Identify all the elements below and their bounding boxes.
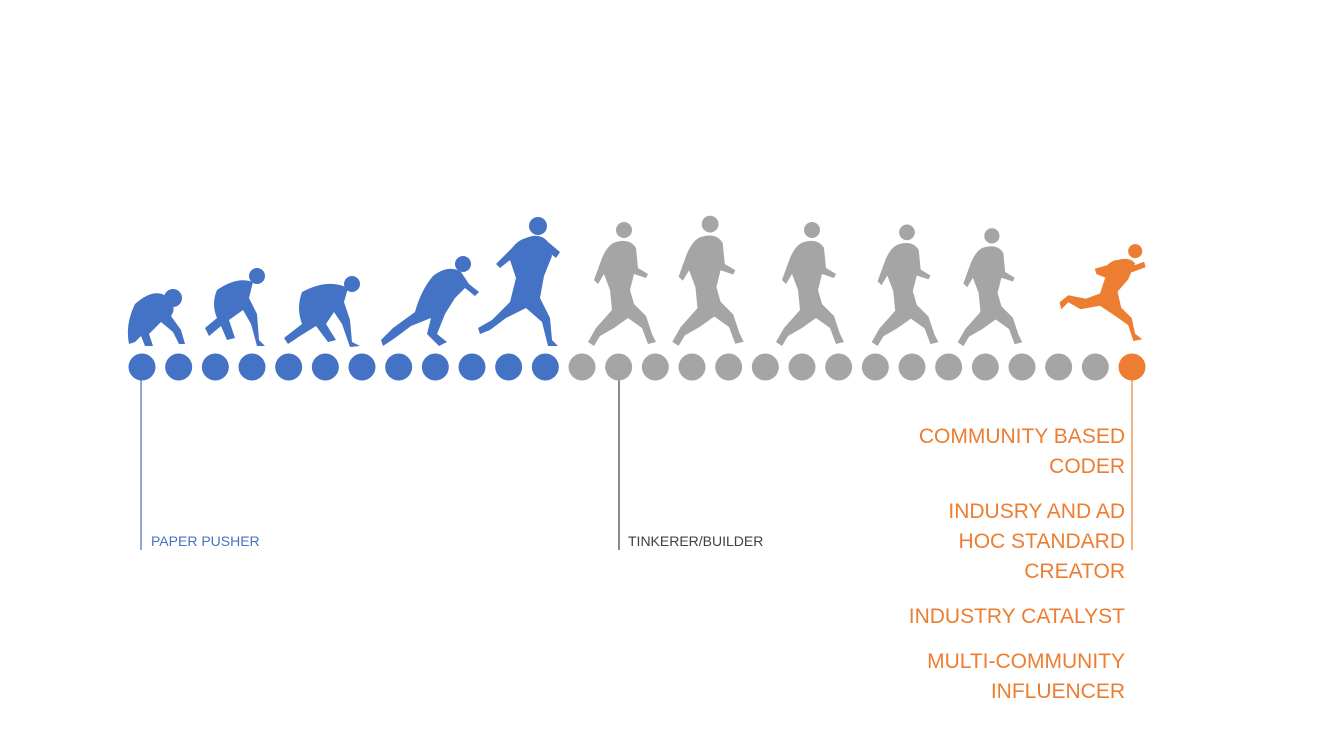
runner-figure-blue [127, 289, 185, 346]
paper-pusher-label: PAPER PUSHER [151, 533, 260, 549]
runner-figure-gray [672, 215, 744, 346]
figures-row [127, 215, 1146, 347]
runner-figure-gray [588, 222, 656, 346]
timeline-dot [788, 353, 816, 381]
top-level-milestone: COMMUNITY BASED CODER [918, 425, 1125, 478]
runner-figure-blue [205, 268, 265, 346]
timeline-dot [1118, 353, 1146, 381]
top-level-milestone: INDUSRY AND AD HOC STANDARD CREATOR [948, 500, 1125, 583]
top-level-milestone-list: COMMUNITY BASED CODER INDUSRY AND AD HOC … [865, 422, 1125, 722]
timeline-dots [128, 353, 1146, 381]
timeline-dot [971, 353, 999, 381]
timeline-dot [458, 353, 486, 381]
milestone-lines [140, 375, 1133, 550]
timeline-dot [238, 353, 266, 381]
timeline-dot [641, 353, 669, 381]
timeline-dot [1008, 353, 1036, 381]
timeline-dot [275, 353, 303, 381]
timeline-dot [935, 353, 963, 381]
timeline-dot [605, 353, 633, 381]
timeline-dot [825, 353, 853, 381]
timeline-dot [715, 353, 743, 381]
runner-figure-blue [381, 256, 479, 346]
top-level-milestone: INDUSTRY CATALYST [908, 605, 1125, 628]
runner-figure-gray [776, 222, 844, 346]
timeline-dot [128, 353, 156, 381]
timeline-dot [531, 353, 559, 381]
timeline-dot [678, 353, 706, 381]
timeline-dot [568, 353, 596, 381]
runner-figure-gray [871, 224, 939, 347]
timeline-dot [311, 353, 339, 381]
timeline-dot [348, 353, 376, 381]
timeline-dot [495, 353, 523, 381]
top-level-milestone: MULTI-COMMUNITY INFLUENCER [927, 650, 1125, 703]
runner-figure-orange [1059, 244, 1146, 341]
timeline-dot [861, 353, 889, 381]
timeline-dot [385, 353, 413, 381]
runner-figure-blue [478, 217, 560, 346]
timeline-dot [421, 353, 449, 381]
runner-figure-blue [284, 276, 360, 347]
tinkerer-builder-label: TINKERER/BUILDER [628, 533, 764, 549]
timeline-dot [898, 353, 926, 381]
timeline-dot [201, 353, 229, 381]
timeline-dot [1045, 353, 1073, 381]
timeline-dot [1081, 353, 1109, 381]
timeline-dot [751, 353, 779, 381]
timeline-dot [165, 353, 193, 381]
runner-figure-gray [957, 228, 1023, 347]
